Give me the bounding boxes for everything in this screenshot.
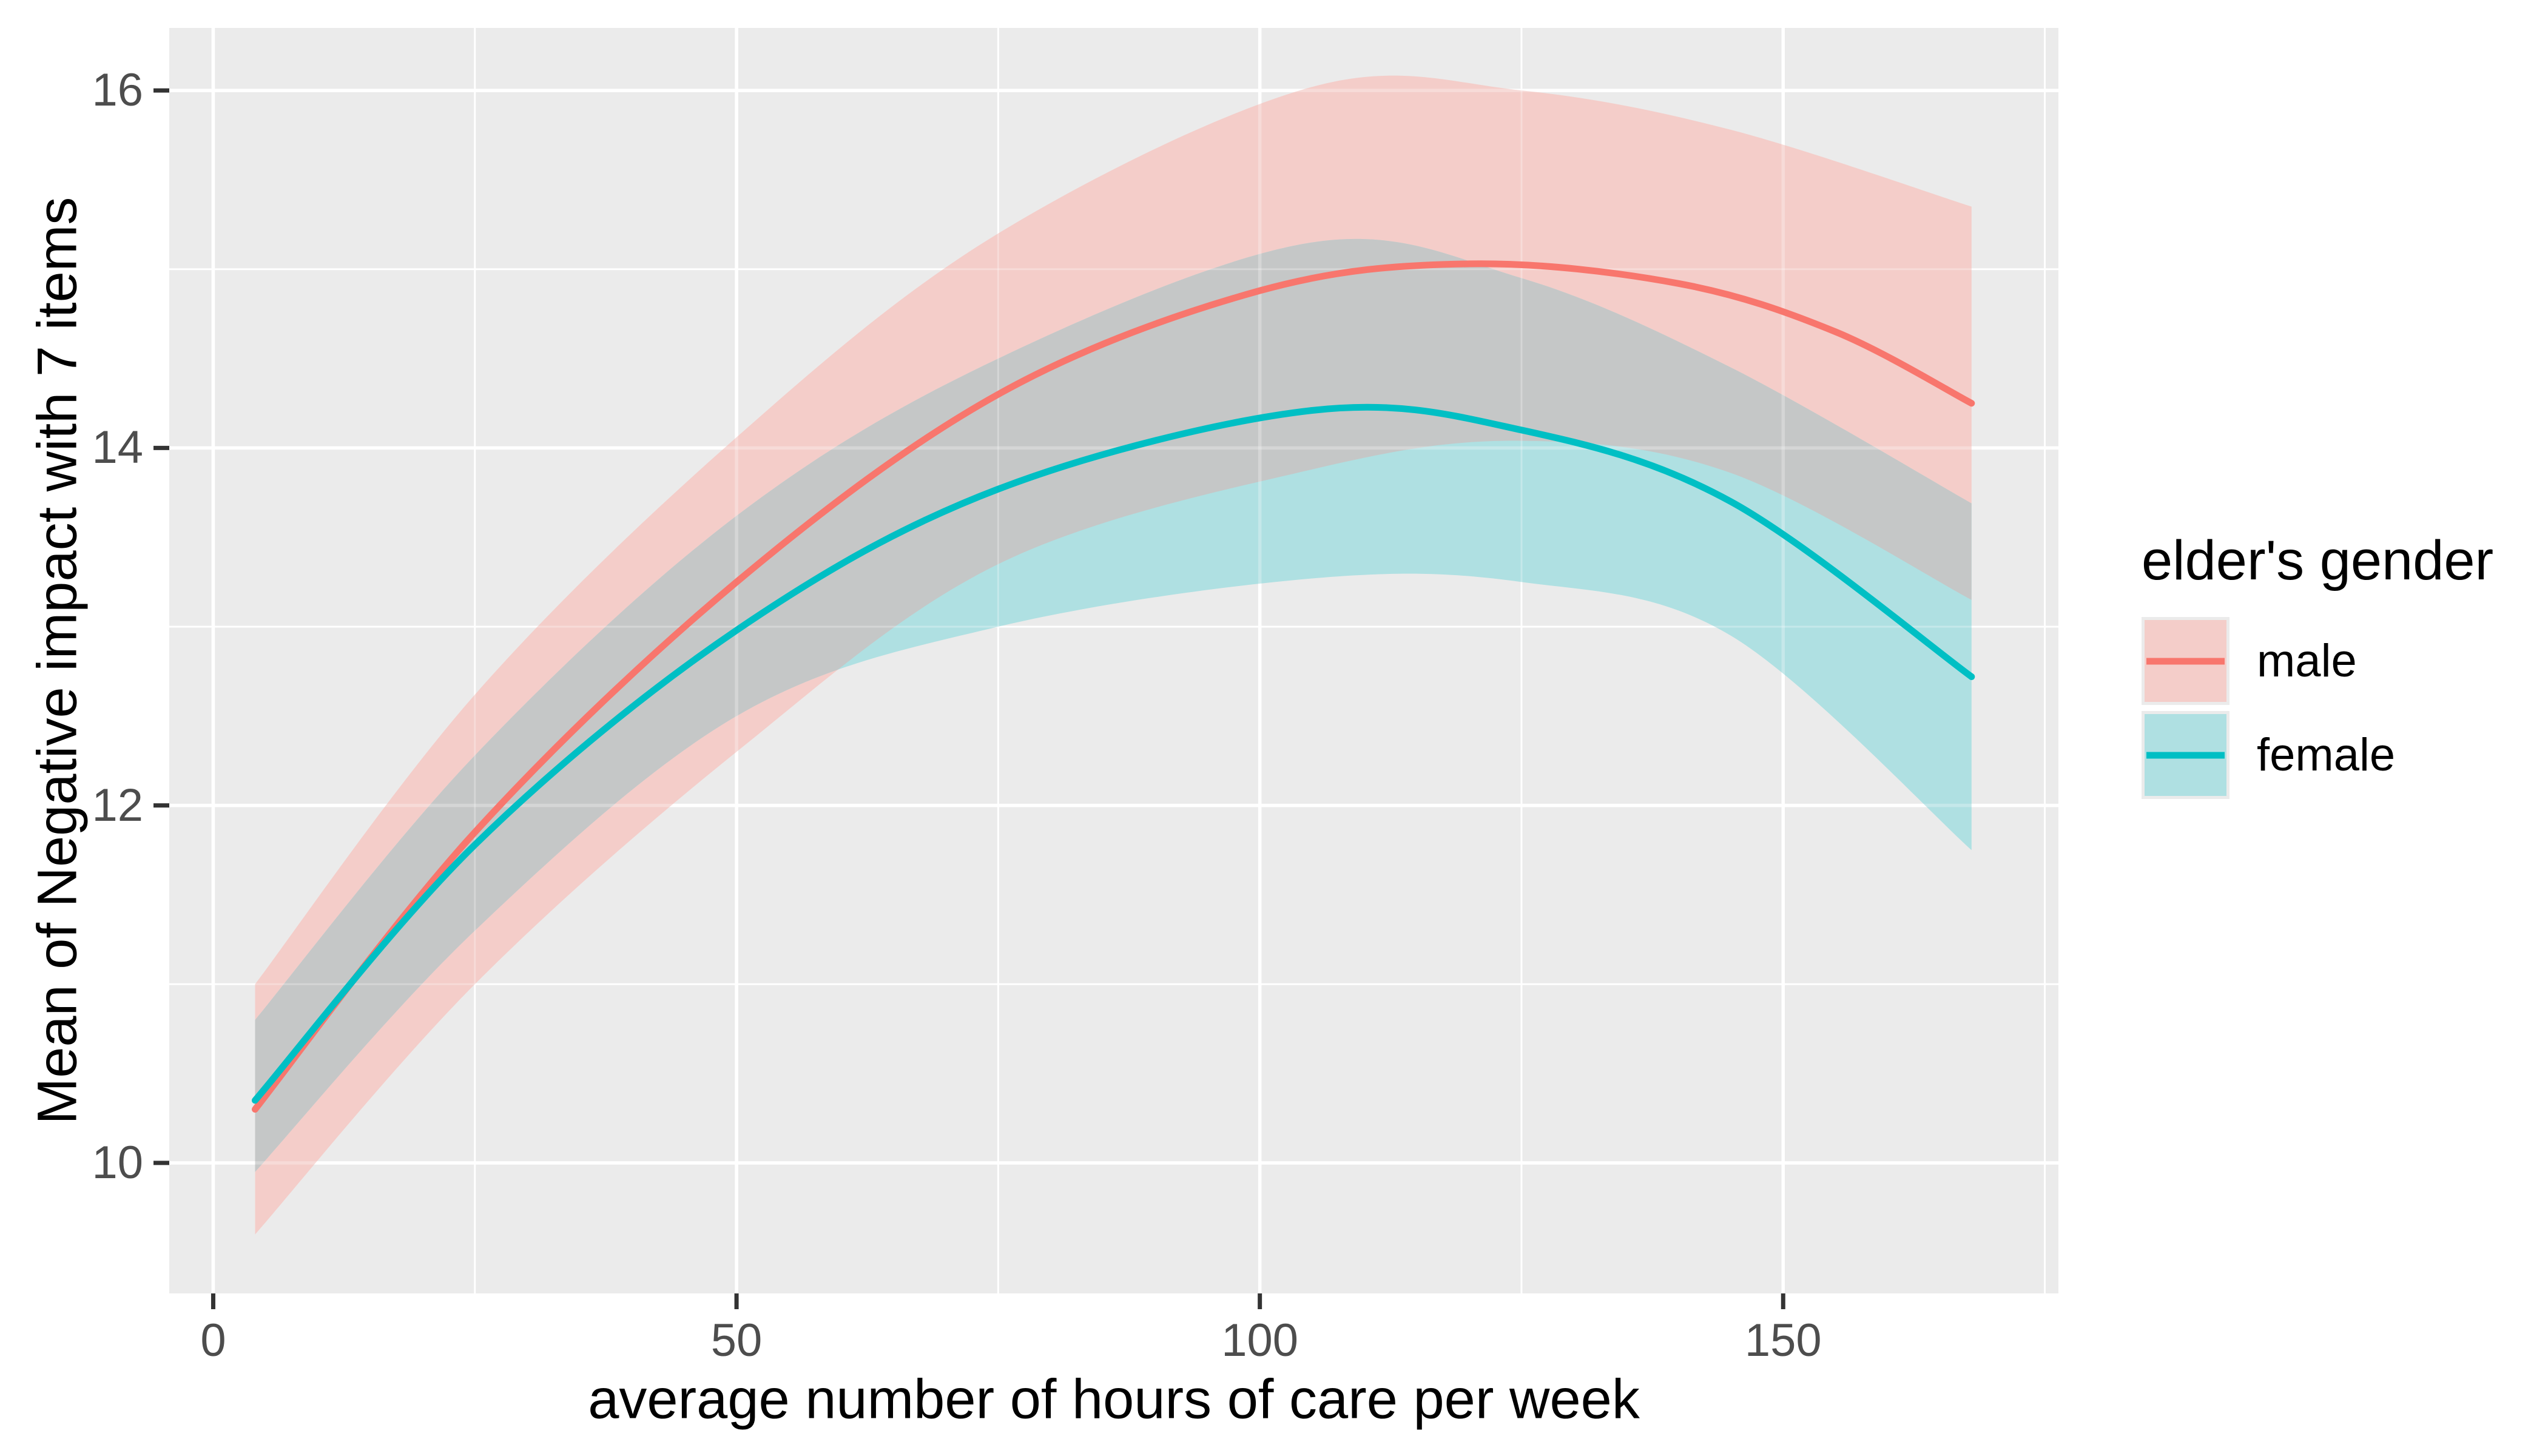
y-tick-label: 16 [92, 64, 143, 116]
x-tick-label: 50 [710, 1315, 763, 1366]
legend-key-line-swatch [2146, 658, 2225, 664]
female-ribbon [255, 238, 1972, 1172]
legend-key [2142, 617, 2230, 705]
x-tick-label: 150 [1744, 1315, 1822, 1366]
x-axis-title: average number of hours of care per week [588, 1368, 1640, 1431]
y-tick-label: 14 [92, 422, 143, 474]
legend-key-line-swatch [2146, 752, 2225, 758]
legend-title: elder's gender [2142, 530, 2494, 592]
gridlines-over [169, 28, 2058, 1293]
x-tick-label: 100 [1221, 1315, 1299, 1366]
legend-entry-female: female [2142, 711, 2493, 799]
axis-tick-marks [153, 88, 1785, 1309]
y-axis-title: Mean of Negative impact with 7 items [26, 197, 89, 1125]
legend-entry-label: female [2257, 729, 2396, 781]
legend-key [2142, 711, 2230, 799]
y-tick-label: 12 [92, 779, 143, 831]
male-line [251, 260, 1975, 1113]
legend: elder's gender male female [2142, 529, 2493, 805]
legend-entries: male female [2142, 617, 2493, 799]
legend-entry-label: male [2257, 635, 2357, 687]
legend-entry-male: male [2142, 617, 2493, 705]
x-tick-label: 0 [200, 1315, 226, 1366]
female-line [251, 403, 1975, 1104]
y-tick-label: 10 [92, 1136, 143, 1188]
